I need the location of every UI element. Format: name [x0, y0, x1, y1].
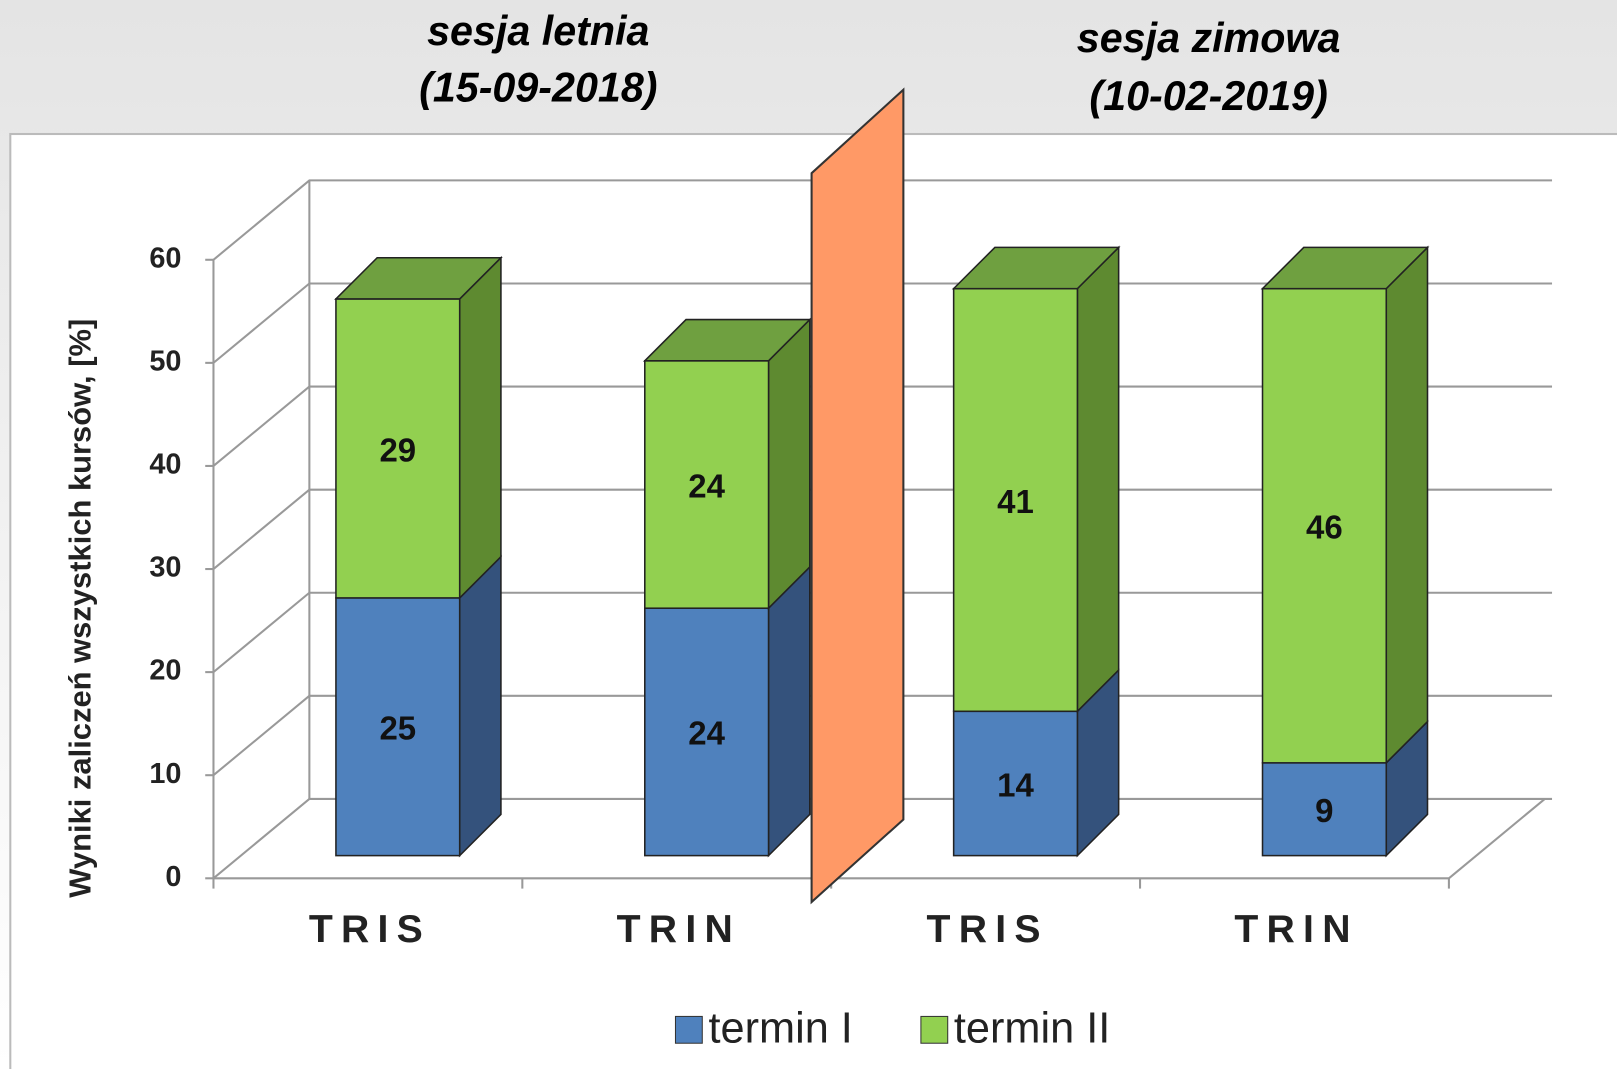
value-label: 25 [379, 710, 416, 747]
annotation: (15-09-2018) [419, 65, 657, 111]
value-label: 24 [688, 467, 725, 504]
value-label: 29 [379, 431, 416, 468]
bar [644, 360, 770, 609]
bar [952, 710, 1079, 857]
y-tick-label: 30 [149, 552, 181, 584]
value-label: 9 [1315, 792, 1333, 829]
value-label: 41 [997, 483, 1034, 520]
bar-top [334, 256, 503, 300]
bar-side [1076, 245, 1120, 714]
value-label: 14 [997, 766, 1034, 803]
grid: 0 10 20 30 40 50 60 TRIS TRIN TRIS TRIN [149, 179, 1553, 951]
bar-top [951, 246, 1121, 290]
value-label: 24 [688, 715, 725, 752]
bar [335, 298, 461, 599]
y-tick-label: 20 [149, 655, 181, 687]
grid-line [212, 797, 1553, 880]
y-tick-label: 50 [149, 345, 181, 377]
bar-side [767, 565, 811, 858]
session-divider [810, 87, 905, 905]
y-tick-label: 40 [149, 449, 181, 481]
bars: 25 29 24 24 14 41 9 46 [334, 245, 1430, 858]
annotation: sesja zimowa [1077, 15, 1341, 61]
grid-line [212, 488, 1553, 570]
value-label: 46 [1306, 509, 1343, 546]
x-tick-label: TRIN [1234, 908, 1358, 951]
grid-line [212, 282, 1553, 364]
bar-side [1385, 245, 1429, 765]
x-tick-label: TRIS [927, 908, 1049, 951]
legend-label: termin II [954, 1004, 1110, 1052]
bar [644, 607, 770, 857]
grid-line [212, 694, 1553, 776]
bar [335, 597, 461, 857]
bar-side [458, 255, 502, 600]
bar-side [458, 554, 502, 858]
annotation: sesja letnia [427, 8, 649, 54]
bar-side [767, 317, 811, 611]
grid-line [212, 385, 1553, 467]
legend-label: termin I [708, 1004, 852, 1052]
grid-line [212, 591, 1553, 673]
x-tick-label: TRIN [617, 908, 741, 951]
y-tick-label: 60 [149, 242, 181, 274]
bar [952, 287, 1079, 713]
grid-line [212, 179, 1553, 261]
legend-swatch [920, 1015, 949, 1044]
y-tick-label: 0 [165, 861, 181, 893]
legend-swatch [674, 1015, 703, 1044]
y-tick-label: 10 [149, 758, 181, 790]
bar-top [1260, 246, 1430, 290]
bar-top [642, 318, 812, 362]
bar [1261, 287, 1388, 764]
annotation: (10-02-2019) [1089, 73, 1327, 119]
y-axis-label: Wyniki zaliczeń wszystkich kursów, [%] [63, 319, 98, 898]
x-tick-label: TRIS [309, 908, 431, 951]
